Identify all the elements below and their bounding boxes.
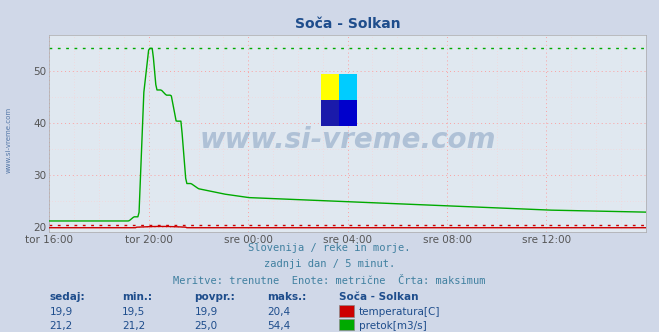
Text: 19,9: 19,9	[49, 307, 72, 317]
Text: www.si-vreme.com: www.si-vreme.com	[5, 106, 11, 173]
Text: www.si-vreme.com: www.si-vreme.com	[200, 125, 496, 154]
Text: Meritve: trenutne  Enote: metrične  Črta: maksimum: Meritve: trenutne Enote: metrične Črta: …	[173, 276, 486, 286]
Title: Soča - Solkan: Soča - Solkan	[295, 17, 401, 31]
Bar	[322, 100, 339, 126]
Bar	[339, 100, 357, 126]
Text: 19,9: 19,9	[194, 307, 217, 317]
Text: 20,4: 20,4	[267, 307, 290, 317]
Text: zadnji dan / 5 minut.: zadnji dan / 5 minut.	[264, 259, 395, 269]
Text: sedaj:: sedaj:	[49, 292, 85, 302]
Text: Soča - Solkan: Soča - Solkan	[339, 292, 419, 302]
Text: 25,0: 25,0	[194, 321, 217, 331]
Text: min.:: min.:	[122, 292, 152, 302]
Text: 54,4: 54,4	[267, 321, 290, 331]
Text: 19,5: 19,5	[122, 307, 145, 317]
Bar	[339, 74, 357, 100]
Text: maks.:: maks.:	[267, 292, 306, 302]
Text: Slovenija / reke in morje.: Slovenija / reke in morje.	[248, 243, 411, 253]
Text: temperatura[C]: temperatura[C]	[359, 307, 441, 317]
Text: povpr.:: povpr.:	[194, 292, 235, 302]
Bar	[322, 74, 339, 100]
Text: pretok[m3/s]: pretok[m3/s]	[359, 321, 427, 331]
Text: 21,2: 21,2	[122, 321, 145, 331]
Text: 21,2: 21,2	[49, 321, 72, 331]
